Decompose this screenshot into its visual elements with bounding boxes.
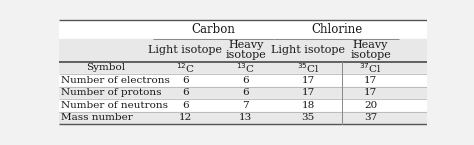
Text: 13: 13 <box>239 113 252 122</box>
Text: Heavy
isotope: Heavy isotope <box>225 40 266 60</box>
Bar <box>59 74 427 87</box>
Bar <box>59 39 427 61</box>
Text: 12: 12 <box>178 113 191 122</box>
Bar <box>59 61 427 74</box>
Bar <box>59 87 427 99</box>
Text: 6: 6 <box>182 88 188 97</box>
Text: Heavy
isotope: Heavy isotope <box>350 40 391 60</box>
Text: 35: 35 <box>301 113 315 122</box>
Text: 7: 7 <box>242 101 249 110</box>
Text: 17: 17 <box>301 88 315 97</box>
Bar <box>59 20 427 39</box>
Text: 6: 6 <box>182 101 188 110</box>
Text: Number of protons: Number of protons <box>61 88 162 97</box>
Text: Number of neutrons: Number of neutrons <box>61 101 168 110</box>
Text: 18: 18 <box>301 101 315 110</box>
Text: Chlorine: Chlorine <box>311 23 362 36</box>
Text: Mass number: Mass number <box>61 113 133 122</box>
Text: 6: 6 <box>182 76 188 85</box>
Text: Number of electrons: Number of electrons <box>61 76 170 85</box>
Text: Light isotope: Light isotope <box>148 45 222 55</box>
Text: $^{12}$C: $^{12}$C <box>175 61 194 75</box>
Text: 17: 17 <box>364 88 377 97</box>
Text: Symbol: Symbol <box>87 63 126 72</box>
Text: 6: 6 <box>242 76 249 85</box>
Bar <box>59 99 427 112</box>
Bar <box>59 112 427 124</box>
Text: 17: 17 <box>301 76 315 85</box>
Text: $^{13}$C: $^{13}$C <box>236 61 255 75</box>
Text: 37: 37 <box>364 113 377 122</box>
Text: $^{35}$Cl: $^{35}$Cl <box>297 61 319 75</box>
Text: 17: 17 <box>364 76 377 85</box>
Text: 6: 6 <box>242 88 249 97</box>
Text: Light isotope: Light isotope <box>271 45 345 55</box>
Text: 20: 20 <box>364 101 377 110</box>
Text: $^{37}$Cl: $^{37}$Cl <box>359 61 382 75</box>
Text: Carbon: Carbon <box>191 23 236 36</box>
